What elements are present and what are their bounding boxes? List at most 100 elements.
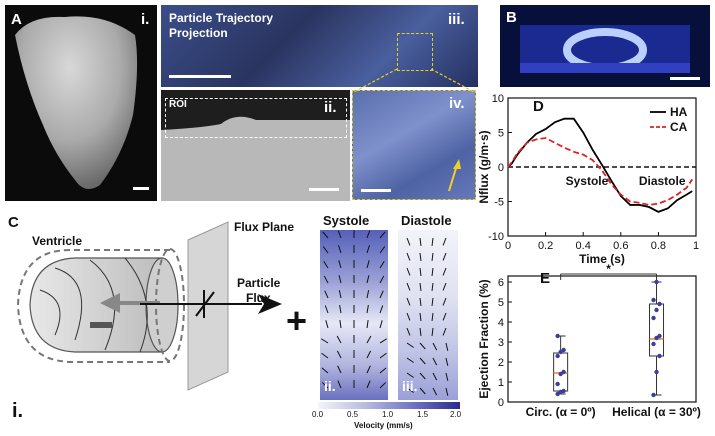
y-axis-label: Nflux (g/m·s) — [478, 130, 491, 203]
velocity-vector — [419, 237, 422, 246]
velocity-vector — [336, 335, 342, 344]
data-point — [561, 369, 566, 375]
velocity-vector — [406, 357, 414, 363]
velocity-vector — [432, 372, 438, 381]
velocity-vector — [320, 338, 329, 344]
tissue-sample — [15, 16, 138, 190]
panel-b-image: B — [500, 5, 710, 87]
velocity-vector — [406, 282, 411, 291]
panel-d-label: D — [533, 98, 544, 115]
velocity-vector — [419, 342, 426, 350]
velocity-vector — [324, 305, 329, 314]
y-tick-label: 5 — [498, 128, 504, 140]
velocity-vector — [419, 372, 426, 380]
velocity-vector — [366, 350, 372, 359]
velocity-vector — [431, 267, 434, 276]
panel-e-label: E — [540, 270, 551, 287]
data-point — [651, 341, 656, 347]
velocity-vector — [366, 290, 370, 299]
x-tick-label: 0.8 — [651, 240, 666, 252]
velocity-vector — [379, 231, 386, 239]
velocity-vector — [442, 252, 447, 261]
box — [649, 303, 665, 357]
panel-c-i-label: i. — [12, 400, 24, 422]
systole-annotation: Systole — [566, 174, 609, 188]
velocity-vector — [379, 320, 383, 329]
x-tick-label: 0.2 — [538, 240, 553, 252]
velocity-vector — [431, 312, 434, 321]
velocity-vector — [419, 312, 422, 321]
plot-frame — [507, 275, 697, 403]
velocity-vector — [366, 245, 370, 254]
data-point — [657, 353, 662, 359]
velocity-vector — [324, 290, 329, 299]
velocity-vector — [321, 382, 329, 389]
panel-c-iii-label: iii. — [402, 378, 418, 394]
velocity-vector — [366, 305, 369, 314]
x-category-label: Helical (α = 30º) — [612, 405, 701, 419]
y-tick-label: -10 — [488, 231, 504, 243]
y-tick-label: 0 — [498, 397, 504, 409]
velocity-vector — [442, 282, 447, 291]
velocity-vector — [323, 275, 329, 284]
x-tick-label: 0.6 — [613, 240, 628, 252]
velocity-vector — [339, 320, 342, 329]
velocity-vector — [419, 357, 426, 365]
velocity-vector — [379, 305, 384, 314]
data-point — [651, 297, 656, 303]
velocity-vector — [406, 297, 411, 306]
panel-a-iii-image: Particle Trajectory Projection iii. — [161, 5, 478, 87]
zoom-box — [397, 33, 433, 71]
velocity-vector — [432, 342, 438, 351]
velocity-vector — [445, 387, 449, 396]
velocity-vector — [366, 380, 371, 389]
panel-a-image: A i. — [5, 5, 157, 201]
panel-a-i-label: i. — [141, 11, 150, 28]
y-axis-label: Ejection Fraction (%) — [478, 279, 491, 398]
velocity-vector — [445, 342, 449, 351]
velocity-vector — [406, 387, 414, 393]
velocity-vector — [419, 387, 426, 395]
trajectory-title-line1: Particle Trajectory — [169, 11, 274, 25]
colorbar-tick: 0.0 — [312, 410, 324, 419]
panel-a-iv-label: iv. — [449, 95, 465, 112]
panel-a-ii-label: ii. — [324, 99, 337, 116]
systole-vectors — [320, 230, 388, 389]
scale-bar — [670, 77, 700, 80]
velocity-vector — [379, 246, 386, 254]
y-tick-label: 2 — [498, 357, 504, 369]
y-tick-label: 4 — [498, 317, 504, 329]
velocity-vector — [442, 312, 447, 321]
y-tick-label: 1 — [498, 377, 504, 389]
velocity-vector — [442, 297, 447, 306]
velocity-vector — [379, 382, 387, 389]
velocity-vector — [321, 367, 329, 374]
velocity-vector — [321, 352, 329, 359]
colorbar-tick: 1.5 — [417, 410, 429, 419]
data-point — [651, 392, 656, 398]
velocity-vector — [432, 357, 438, 366]
velocity-vector — [338, 245, 342, 254]
data-point — [657, 333, 662, 339]
velocity-vector — [406, 372, 414, 378]
roi-box — [165, 98, 347, 138]
scale-bar — [309, 188, 339, 191]
significance-star: * — [606, 262, 611, 276]
velocity-vector — [336, 350, 342, 359]
velocity-vector — [337, 230, 342, 239]
velocity-vector — [419, 252, 422, 261]
flux-plane-label: Flux Plane — [234, 220, 295, 234]
particle-flux-label-1: Particle — [237, 276, 281, 290]
data-point — [555, 353, 560, 359]
velocity-vector — [379, 352, 387, 359]
velocity-vector — [323, 260, 329, 269]
velocity-vector — [339, 305, 342, 314]
velocity-vector — [325, 320, 329, 329]
y-tick-label: 10 — [492, 93, 504, 105]
velocity-vector — [419, 297, 422, 306]
velocity-vector — [431, 282, 434, 291]
data-point — [654, 279, 659, 285]
colorbar-tick: 0.5 — [347, 410, 359, 419]
